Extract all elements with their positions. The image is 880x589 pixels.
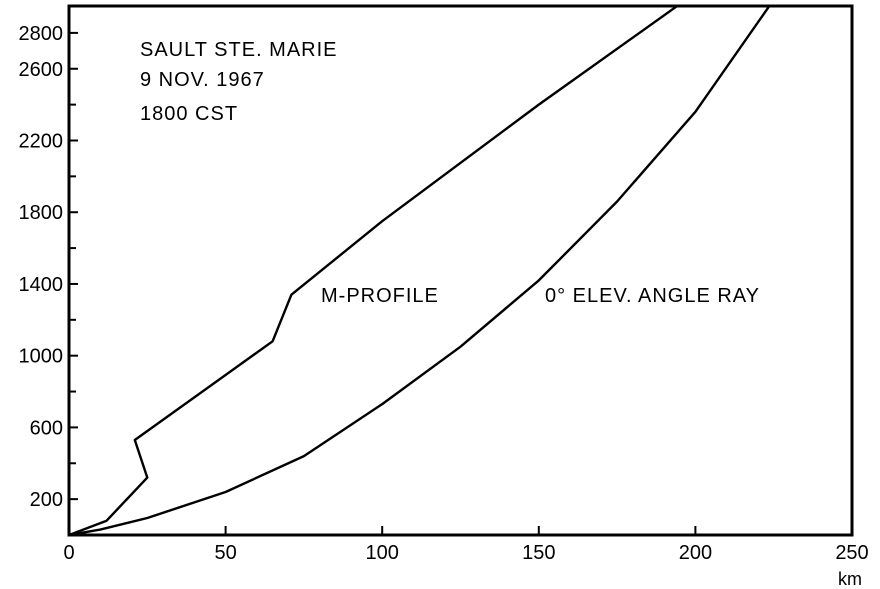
y-tick-label: 1800 <box>19 202 64 224</box>
data-series <box>69 6 771 535</box>
y-tick-label: 2200 <box>19 130 64 152</box>
x-tick-label: 250 <box>835 542 868 564</box>
y-tick-label: 1000 <box>19 346 64 368</box>
tick-labels: 0 50 100 150 200 250 200 600 1000 1400 1800 2200 260… <box>19 23 869 564</box>
ray-line <box>69 6 771 535</box>
y-tick-label: 600 <box>30 417 63 439</box>
annotation-line-1: SAULT STE. MARIE <box>140 39 338 61</box>
y-tick-label: 2800 <box>19 23 64 45</box>
x-tick-label: 200 <box>679 542 712 564</box>
y-tick-label: 200 <box>30 489 63 511</box>
m-profile-line <box>69 6 680 535</box>
annotation-line-3: 1800 CST <box>140 103 238 125</box>
x-tick-label: 150 <box>522 542 555 564</box>
x-tick-label: 0 <box>63 542 74 564</box>
series-label-ray: 0° ELEV. ANGLE RAY <box>545 285 760 307</box>
plot-frame <box>67 4 854 537</box>
x-tick-label: 100 <box>366 542 399 564</box>
x-unit-label: km <box>838 569 862 589</box>
x-tick-label: 50 <box>214 542 236 564</box>
y-tick-label: 2600 <box>19 59 64 81</box>
y-tick-label: 1400 <box>19 274 64 296</box>
series-label-m-profile: M-PROFILE <box>321 285 439 307</box>
annotation-line-2: 9 NOV. 1967 <box>140 69 265 91</box>
